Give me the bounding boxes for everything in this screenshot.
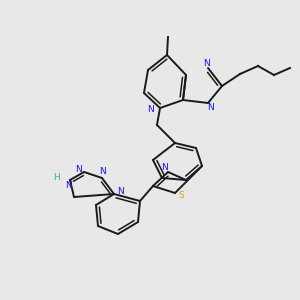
Text: N: N — [160, 163, 167, 172]
Text: N: N — [202, 58, 209, 68]
Text: N: N — [75, 166, 81, 175]
Text: S: S — [178, 191, 184, 200]
Text: H: H — [54, 173, 60, 182]
Text: N: N — [100, 167, 106, 176]
Text: N: N — [66, 182, 72, 190]
Text: N: N — [117, 188, 123, 196]
Text: N: N — [148, 104, 154, 113]
Text: N: N — [207, 103, 213, 112]
